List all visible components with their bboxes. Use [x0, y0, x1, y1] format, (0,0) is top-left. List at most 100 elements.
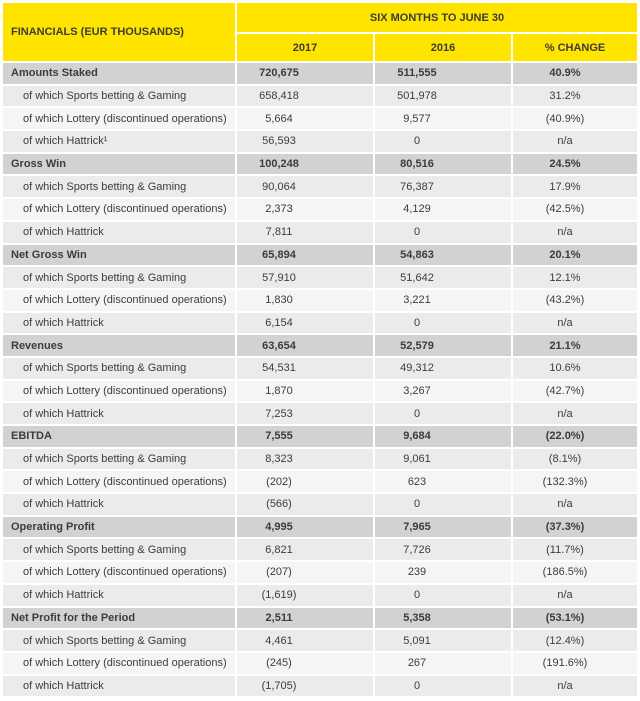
detail-row: of which Sports betting & Gaming 57,910 51… — [3, 267, 637, 288]
header-period: SIX MONTHS TO JUNE 30 — [237, 3, 637, 32]
row-label: Gross Win — [3, 153, 235, 175]
section-row: Gross Win 100,248 80,516 24.5% — [3, 153, 637, 175]
value-2016: 9,577 — [375, 108, 511, 130]
row-label: of which Sports betting & Gaming — [3, 630, 235, 651]
row-label: Amounts Staked — [3, 63, 235, 84]
value-2017: (207) — [237, 562, 373, 583]
value-2016: 9,061 — [375, 448, 511, 470]
detail-row: of which Hattrick (1,705) 0 n/a — [3, 675, 637, 697]
value-2016: 0 — [375, 312, 511, 334]
row-label: of which Sports betting & Gaming — [3, 448, 235, 470]
value-2017: (1,705) — [237, 675, 373, 697]
value-2017: 56,593 — [237, 131, 373, 152]
row-label: of which Lottery (discontinued operation… — [3, 380, 235, 402]
section-row: Revenues 63,654 52,579 21.1% — [3, 335, 637, 356]
value-2016: 0 — [375, 494, 511, 515]
value-change: 31.2% — [513, 85, 637, 107]
value-change: n/a — [513, 584, 637, 606]
value-2017: 65,894 — [237, 244, 373, 266]
value-2016: 7,965 — [375, 516, 511, 538]
value-2016: 623 — [375, 471, 511, 493]
detail-row: of which Sports betting & Gaming 8,323 9,0… — [3, 448, 637, 470]
value-2017: 7,253 — [237, 403, 373, 424]
value-change: 17.9% — [513, 176, 637, 198]
value-change: n/a — [513, 494, 637, 515]
value-2017: 4,461 — [237, 630, 373, 651]
value-2017: 2,373 — [237, 199, 373, 220]
row-label: Operating Profit — [3, 516, 235, 538]
detail-row: of which Sports betting & Gaming 4,461 5,0… — [3, 630, 637, 651]
value-2017: 1,830 — [237, 289, 373, 311]
value-2017: 8,323 — [237, 448, 373, 470]
row-label: Revenues — [3, 335, 235, 356]
value-2017: 720,675 — [237, 63, 373, 84]
row-label: of which Sports betting & Gaming — [3, 85, 235, 107]
detail-row: of which Lottery (discontinued operation… — [3, 380, 637, 402]
value-2017: (1,619) — [237, 584, 373, 606]
header-col-2016: 2016 — [375, 34, 511, 61]
section-row: Operating Profit 4,995 7,965 (37.3%) — [3, 516, 637, 538]
value-2016: 501,978 — [375, 85, 511, 107]
row-label: of which Lottery (discontinued operation… — [3, 562, 235, 583]
value-2016: 0 — [375, 675, 511, 697]
row-label: of which Sports betting & Gaming — [3, 539, 235, 561]
value-2017: 6,154 — [237, 312, 373, 334]
value-2017: 57,910 — [237, 267, 373, 288]
value-2016: 9,684 — [375, 426, 511, 447]
value-change: (40.9%) — [513, 108, 637, 130]
value-change: 24.5% — [513, 153, 637, 175]
value-2016: 0 — [375, 221, 511, 243]
value-2016: 3,267 — [375, 380, 511, 402]
table-body: Amounts Staked 720,675 511,555 40.9% of whic… — [3, 63, 637, 697]
row-label: of which Lottery (discontinued operation… — [3, 652, 235, 674]
value-2016: 51,642 — [375, 267, 511, 288]
header-right-block: SIX MONTHS TO JUNE 30 2017 2016 % CHANGE — [237, 3, 637, 61]
value-2017: 2,511 — [237, 607, 373, 629]
table-header: FINANCIALS (EUR THOUSANDS) SIX MONTHS TO… — [3, 3, 637, 61]
value-2016: 7,726 — [375, 539, 511, 561]
section-row: Net Gross Win 65,894 54,863 20.1% — [3, 244, 637, 266]
table-title: FINANCIALS (EUR THOUSANDS) — [3, 3, 235, 61]
value-2016: 49,312 — [375, 357, 511, 379]
value-2016: 80,516 — [375, 153, 511, 175]
value-change: (53.1%) — [513, 607, 637, 629]
value-change: n/a — [513, 131, 637, 152]
row-label: of which Lottery (discontinued operation… — [3, 199, 235, 220]
row-label: of which Lottery (discontinued operation… — [3, 289, 235, 311]
detail-row: of which Lottery (discontinued operation… — [3, 471, 637, 493]
row-label: EBITDA — [3, 426, 235, 447]
header-col-2017: 2017 — [237, 34, 373, 61]
value-change: (186.5%) — [513, 562, 637, 583]
row-label: of which Sports betting & Gaming — [3, 267, 235, 288]
row-label: of which Hattrick — [3, 675, 235, 697]
row-label: Net Profit for the Period — [3, 607, 235, 629]
detail-row: of which Sports betting & Gaming 658,418 5… — [3, 85, 637, 107]
row-label: Net Gross Win — [3, 244, 235, 266]
detail-row: of which Hattrick (1,619) 0 n/a — [3, 584, 637, 606]
value-2017: 100,248 — [237, 153, 373, 175]
value-change: 20.1% — [513, 244, 637, 266]
value-2017: 63,654 — [237, 335, 373, 356]
value-change: n/a — [513, 221, 637, 243]
value-change: (42.7%) — [513, 380, 637, 402]
financials-table: FINANCIALS (EUR THOUSANDS) SIX MONTHS TO… — [3, 3, 637, 697]
detail-row: of which Sports betting & Gaming 6,821 7,7… — [3, 539, 637, 561]
value-2016: 5,091 — [375, 630, 511, 651]
value-change: 10.6% — [513, 357, 637, 379]
value-change: n/a — [513, 675, 637, 697]
section-row: Amounts Staked 720,675 511,555 40.9% — [3, 63, 637, 84]
row-label: of which Hattrick — [3, 494, 235, 515]
detail-row: of which Hattrick 6,154 0 n/a — [3, 312, 637, 334]
value-2016: 52,579 — [375, 335, 511, 356]
detail-row: of which Lottery (discontinued operation… — [3, 108, 637, 130]
row-label: of which Hattrick — [3, 312, 235, 334]
value-2017: 54,531 — [237, 357, 373, 379]
detail-row: of which Hattrick 7,253 0 n/a — [3, 403, 637, 424]
value-2016: 0 — [375, 584, 511, 606]
detail-row: of which Sports betting & Gaming 90,064 76… — [3, 176, 637, 198]
row-label: of which Hattrick — [3, 221, 235, 243]
value-2016: 76,387 — [375, 176, 511, 198]
value-2017: (202) — [237, 471, 373, 493]
value-change: (22.0%) — [513, 426, 637, 447]
value-2017: 7,811 — [237, 221, 373, 243]
